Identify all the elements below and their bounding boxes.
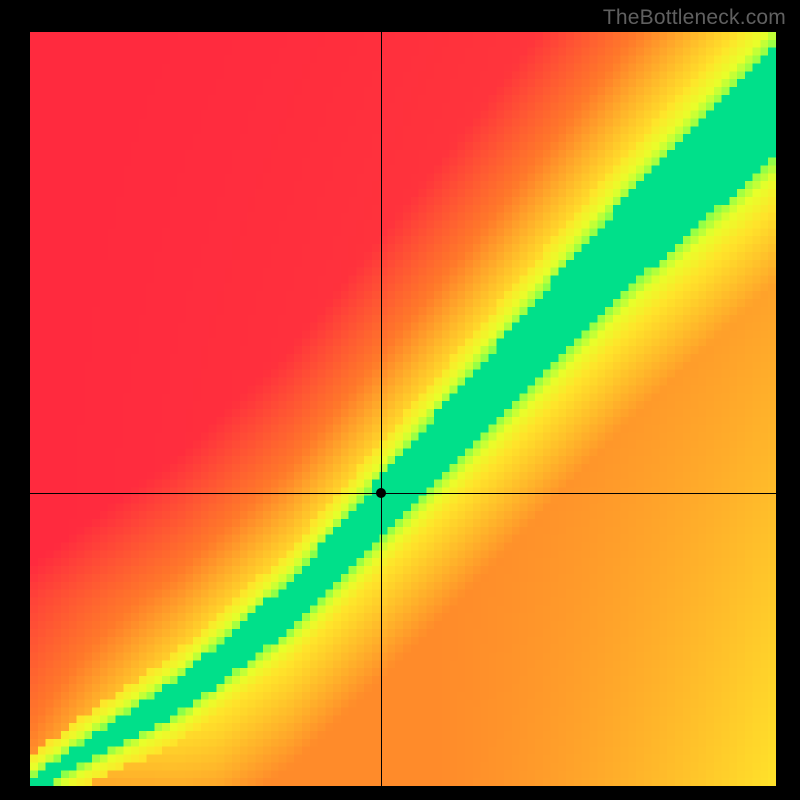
heatmap-canvas bbox=[30, 32, 776, 786]
crosshair-horizontal bbox=[30, 493, 776, 494]
crosshair-vertical bbox=[381, 32, 382, 786]
bottleneck-heatmap bbox=[30, 32, 776, 786]
crosshair-marker bbox=[376, 488, 386, 498]
watermark: TheBottleneck.com bbox=[603, 6, 786, 30]
